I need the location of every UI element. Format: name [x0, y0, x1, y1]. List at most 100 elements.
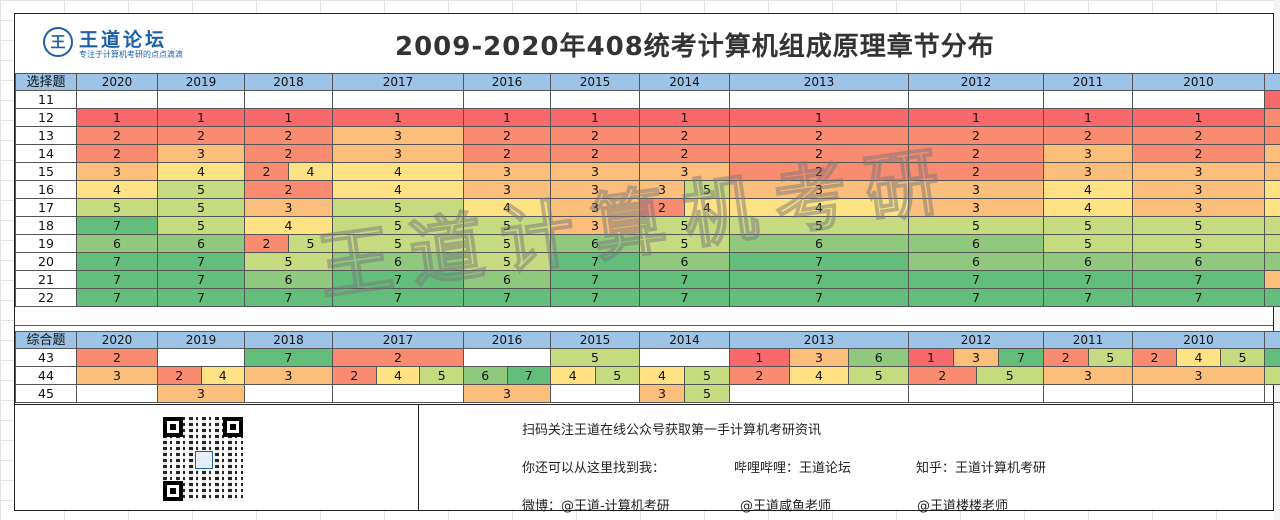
question-row-12: 12111111111112	[15, 108, 1280, 127]
question-row-15: 153424433322333	[15, 162, 1280, 181]
chapter-cell: 6	[332, 252, 464, 271]
section-label: 选择题	[15, 73, 77, 91]
chapter-cell	[332, 384, 464, 403]
chapter-subcell: 4	[685, 199, 729, 216]
year-header-2011: 2011	[1043, 73, 1133, 91]
chapter-cell: 7	[639, 270, 730, 289]
chapter-cell: 2	[1264, 126, 1280, 145]
chapter-cell: 3	[550, 162, 640, 181]
chapter-cell: 2	[550, 126, 640, 145]
chapter-cell: 7	[1043, 288, 1133, 307]
year-header-row: 综合题 2020 2019 2018 2017 2016 2015 2014 2013 2012 2…	[15, 331, 1280, 349]
chapter-cell	[639, 90, 730, 109]
chapter-cell: 7	[729, 252, 909, 271]
chapter-cell	[1132, 384, 1265, 403]
question-number: 21	[15, 270, 77, 289]
chapter-cell: 3	[157, 144, 245, 163]
question-row-45: 45 3 3 3 5	[15, 384, 1280, 403]
chapter-subcell: 1	[730, 349, 790, 366]
question-number: 45	[15, 384, 77, 403]
chapter-subcell: 2	[640, 199, 685, 216]
chapter-cell: 3	[639, 162, 730, 181]
chapter-cell	[550, 384, 640, 403]
chapter-cell: 7	[550, 288, 640, 307]
chapter-cell: 7	[332, 288, 464, 307]
chapter-cell: 6	[1264, 252, 1280, 271]
chapter-cell: 1	[76, 108, 158, 127]
year-header-2013: 2013	[729, 73, 909, 91]
chapter-subcell: 1	[909, 349, 954, 366]
question-number: 19	[15, 234, 77, 253]
chapter-subcell: 4	[551, 367, 596, 384]
chapter-subcell: 4	[289, 163, 332, 180]
chapter-cell: 5	[729, 216, 909, 235]
chapter-subcell: 5	[685, 385, 729, 402]
chapter-cell: 7	[1264, 348, 1280, 367]
chapter-cell: 2	[639, 126, 730, 145]
chapter-cell: 3	[908, 198, 1044, 217]
chapter-subcell: 4	[789, 367, 850, 384]
chapter-cell: 4	[332, 180, 464, 199]
chapter-cell: 3	[1043, 144, 1133, 163]
chapter-cell: 6	[244, 270, 333, 289]
chapter-cell: 6	[1132, 252, 1265, 271]
chapter-cell: 2	[157, 126, 245, 145]
chapter-cell: 7	[332, 270, 464, 289]
chapter-cell: 7	[76, 216, 158, 235]
chapter-cell: 5	[157, 216, 245, 235]
chapter-cell: 3	[244, 366, 333, 385]
chapter-cell: 7	[550, 252, 640, 271]
chapter-cell: 7	[908, 288, 1044, 307]
chapter-cell	[639, 348, 730, 367]
chapter-cell: 7	[550, 270, 640, 289]
chapter-cell: 2	[463, 126, 551, 145]
logo-name: 王道论坛	[79, 29, 168, 51]
question-row-17: 175535432443434	[15, 198, 1280, 217]
year-header-2009: 2009	[1264, 73, 1280, 91]
question-row-22: 22777777777777	[15, 288, 1280, 307]
chapter-cell: 6	[157, 234, 245, 253]
question-row-44: 44324324567454524525335	[15, 366, 1280, 385]
chapter-cell: 7	[1264, 288, 1280, 307]
chapter-subcell: 2	[333, 367, 377, 384]
sheet-footer: 扫码关注王道在线公众号获取第一手计算机考研资讯 你还可以从这里找到我： 哔哩哔哩…	[15, 404, 1273, 514]
chapter-cell	[1043, 384, 1133, 403]
chapter-cell	[550, 90, 640, 109]
chapter-cell	[463, 90, 551, 109]
chapter-cell: 3	[1264, 270, 1280, 289]
question-row-14: 14232322222323	[15, 144, 1280, 163]
chapter-cell: 6	[908, 234, 1044, 253]
chapter-cell: 7	[76, 288, 158, 307]
chapter-cell: 6	[908, 252, 1044, 271]
chapter-cell: 6	[729, 234, 909, 253]
chapter-cell: 2	[1043, 126, 1133, 145]
seal-logo-icon: 王	[43, 27, 73, 57]
chapter-subcell: 2	[245, 235, 289, 252]
chapter-cell: 4	[1264, 198, 1280, 217]
year-header-2012: 2012	[908, 331, 1044, 349]
chapter-cell	[1132, 90, 1265, 109]
year-header-2011: 2011	[1043, 331, 1133, 349]
question-row-43: 432725136137252457	[15, 348, 1280, 367]
chapter-cell: 6	[76, 234, 158, 253]
chapter-subcell: 5	[685, 367, 729, 384]
chapter-cell: 2	[76, 126, 158, 145]
chapter-cell: 5	[908, 216, 1044, 235]
chapter-cell: 1	[244, 108, 333, 127]
chapter-cell: 5	[157, 180, 245, 199]
chapter-cell: 5	[332, 234, 464, 253]
qr-center-logo	[195, 451, 213, 469]
year-header-2019: 2019	[157, 73, 245, 91]
question-row-16: 164524333533434	[15, 180, 1280, 199]
chapter-cell: 3	[1264, 144, 1280, 163]
chapter-cell: 1	[550, 108, 640, 127]
chapter-cell: 4	[1264, 180, 1280, 199]
